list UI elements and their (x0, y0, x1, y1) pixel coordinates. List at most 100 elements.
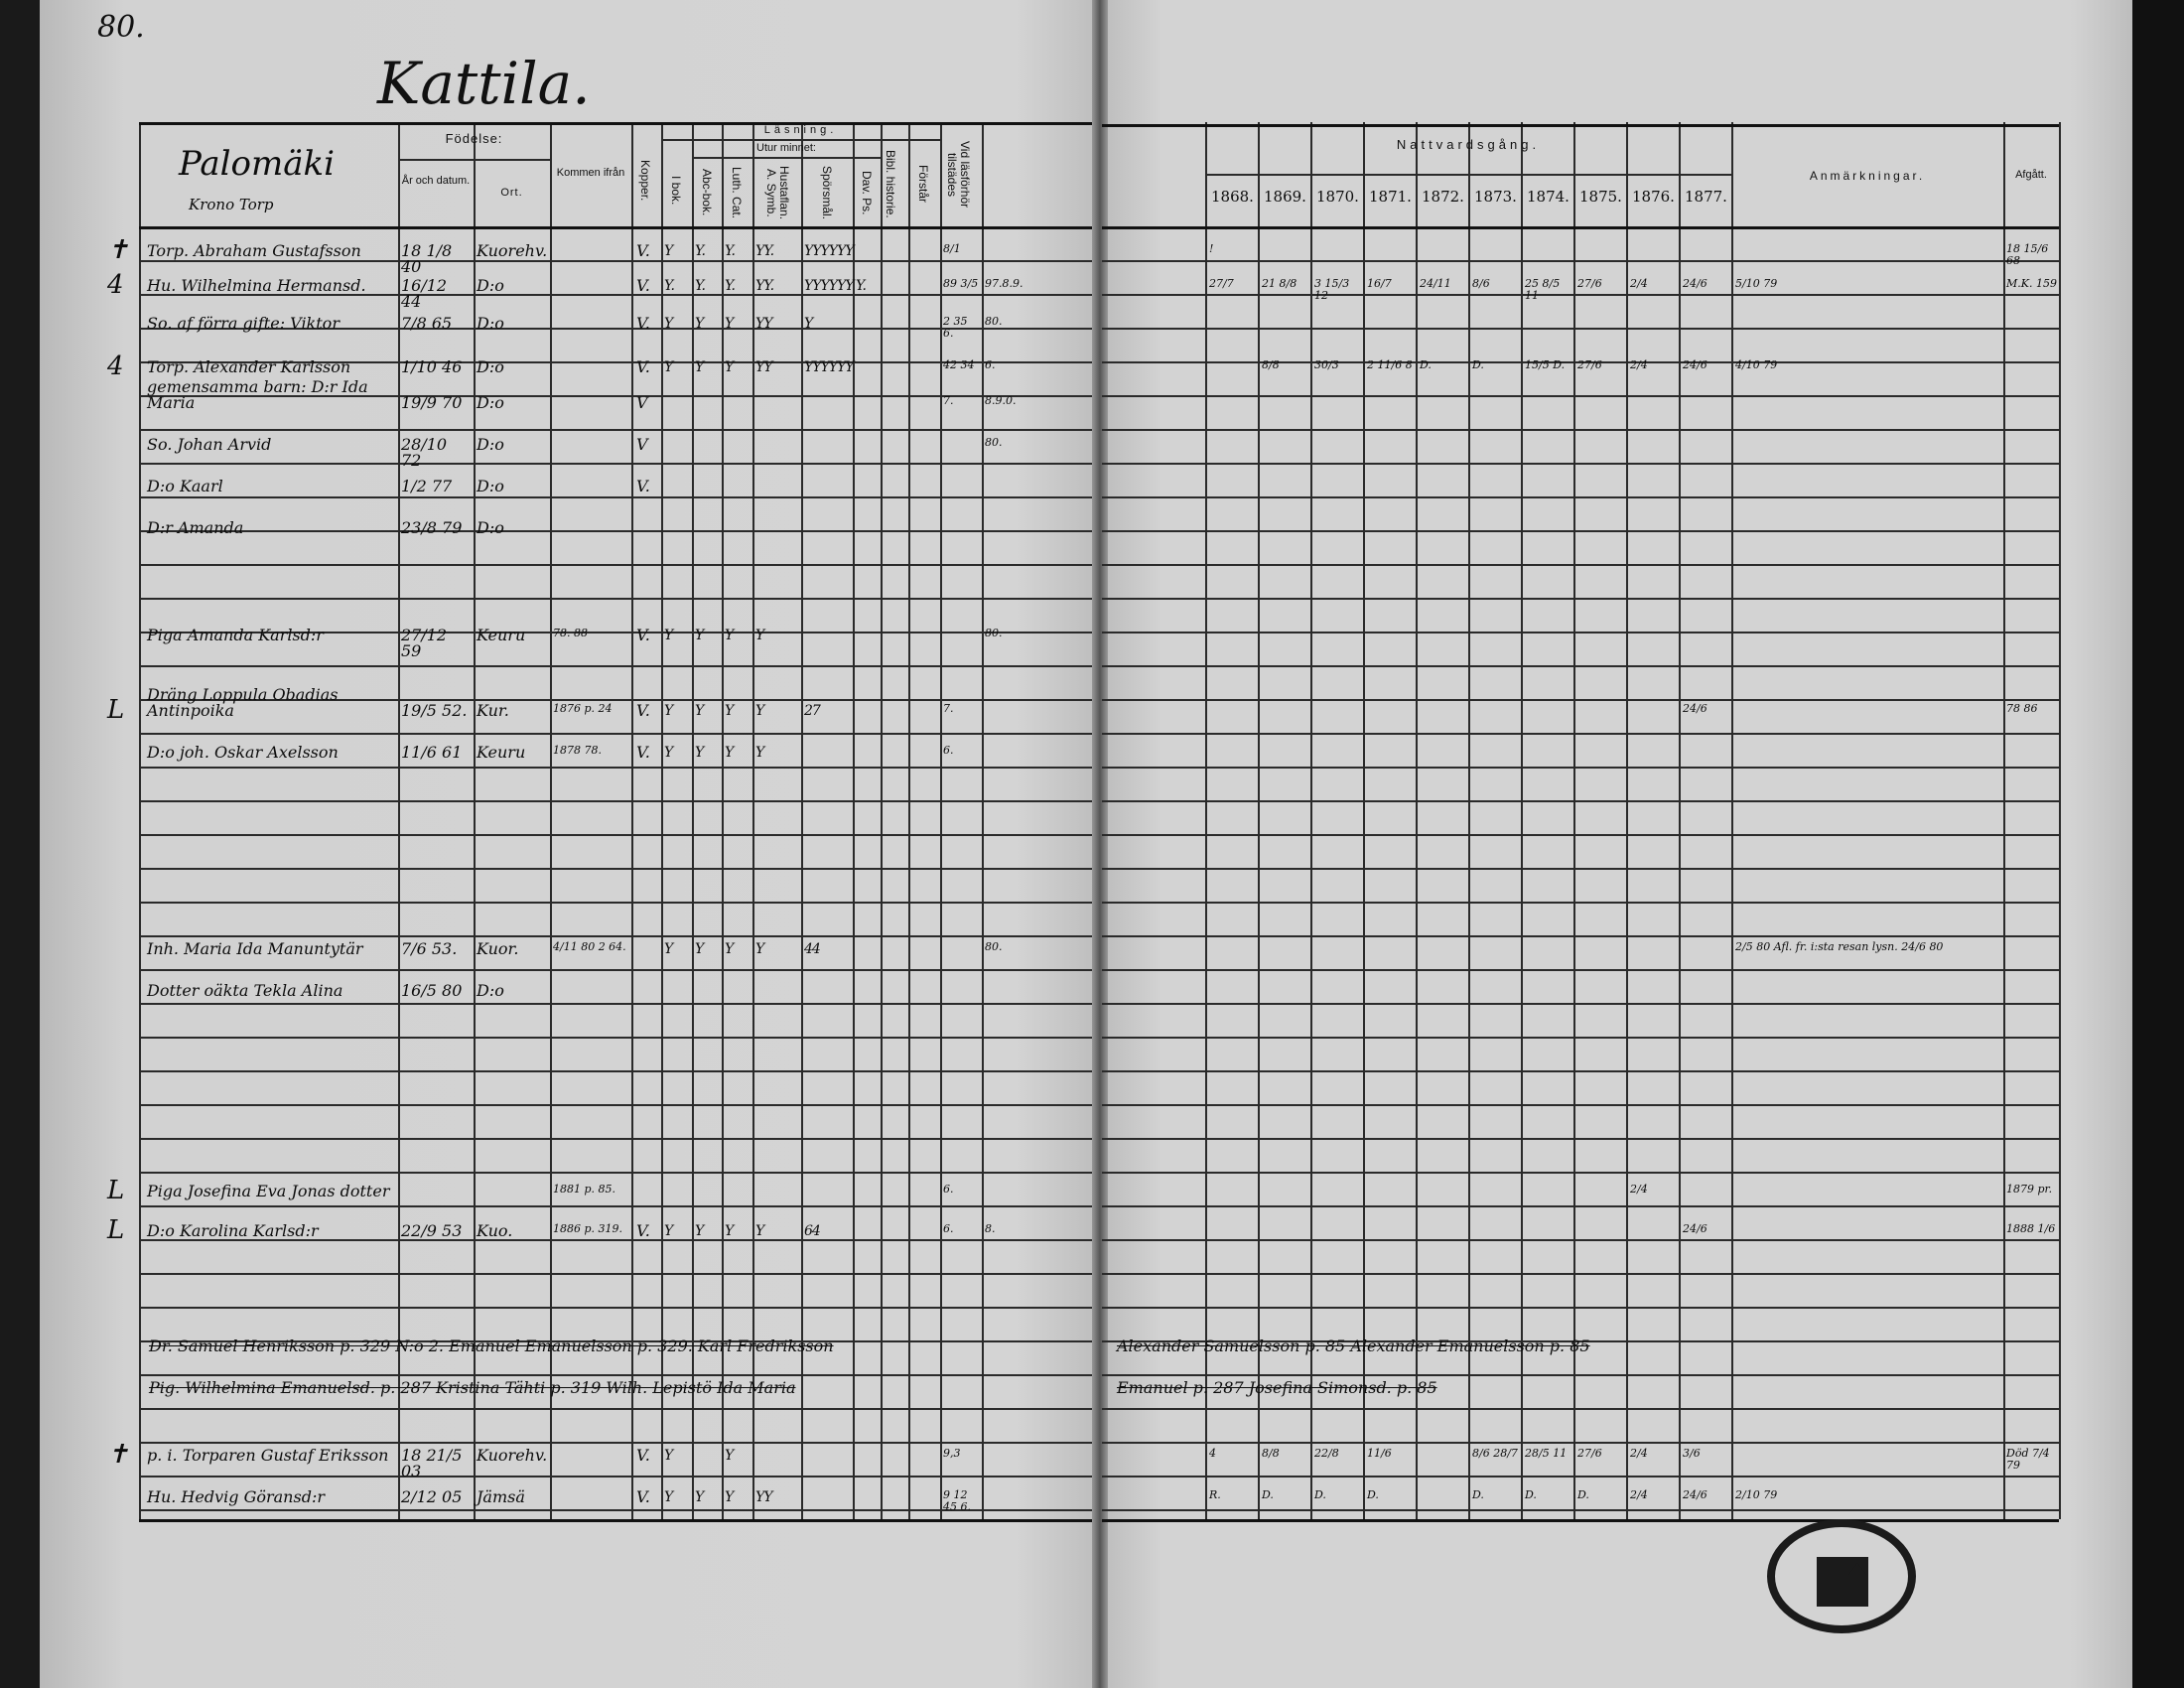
communion-date: 22/8 (1314, 1447, 1339, 1460)
examination-attendance: 7. (943, 702, 954, 715)
column-line (661, 122, 663, 1519)
person-name: Piga Josefina Eva Jonas dotter (147, 1182, 390, 1200)
column-line (1416, 122, 1418, 1519)
communion-date: 28/5 11 (1525, 1447, 1568, 1460)
birth-date: 16/12 44 (401, 276, 448, 311)
row-line (1102, 868, 2059, 870)
reading-mark: Y (695, 1223, 704, 1239)
reading-mark: Y (755, 745, 764, 761)
row-line (139, 496, 1092, 498)
row-line (139, 902, 1092, 904)
birth-place: D:o (477, 518, 504, 537)
examination-note: 8. (985, 1222, 996, 1235)
book-gutter (1092, 0, 1108, 1688)
archive-stamp (1767, 1519, 1916, 1633)
row-line (1102, 1509, 2059, 1511)
row-line (1102, 1307, 2059, 1309)
row-line (139, 1138, 1092, 1140)
column-line (1363, 122, 1365, 1519)
margin-mark: 4 (107, 352, 124, 381)
kopper-mark: V. (636, 241, 650, 260)
communion-date: 24/6 (1683, 702, 1707, 715)
column-line (474, 122, 476, 1519)
reading-mark: Y. (695, 243, 706, 259)
reading-mark: Y (725, 941, 734, 957)
book-edge (2132, 0, 2184, 1688)
cross-mark-icon: ✝ (107, 1440, 129, 1470)
reading-mark: YY. (755, 243, 774, 259)
birth-date: 2/12 05 (401, 1487, 463, 1506)
village-subtitle: Krono Torp (189, 196, 274, 213)
examination-note: 80. (985, 315, 1003, 328)
reading-mark: Y. (725, 243, 736, 259)
header-afgatt: Afgått. (2015, 169, 2047, 181)
reading-mark: Y (804, 316, 813, 332)
header-bottom-border (139, 226, 1092, 229)
communion-date: 2/4 (1630, 277, 1648, 290)
reading-mark: YYYYYY (804, 359, 854, 375)
reading-mark: Y (725, 745, 734, 761)
birth-date: 28/10 72 (401, 435, 448, 470)
communion-date: 27/6 (1577, 277, 1602, 290)
row-line (139, 1172, 1092, 1174)
column-line (139, 122, 141, 1519)
row-line (139, 1408, 1092, 1410)
birth-place: Kuor. (477, 939, 519, 958)
row-line (139, 564, 1092, 566)
came-from: 1881 p. 85. (553, 1183, 616, 1196)
reading-mark: Y (664, 1489, 673, 1505)
row-line (139, 1104, 1092, 1106)
row-line (1102, 699, 2059, 701)
row-line (1102, 395, 2059, 397)
reading-mark: YY (755, 359, 772, 375)
communion-date: 24/6 (1683, 277, 1707, 290)
examination-note: 97.8.9. (985, 277, 1024, 290)
kopper-mark: V (636, 435, 648, 454)
column-line (1573, 122, 1575, 1519)
row-line (1102, 496, 2059, 498)
examination-note: 6. (985, 358, 996, 371)
examination-attendance: 7. (943, 394, 954, 407)
cross-mark-icon: ✝ (107, 235, 129, 265)
reading-mark: Y (725, 703, 734, 719)
left-page (40, 0, 1100, 1688)
reading-mark: Y. (664, 278, 675, 294)
row-line (1102, 1408, 2059, 1410)
person-name: Inh. Maria Ida Manuntytär (147, 939, 363, 958)
margin-mark: L (107, 1176, 125, 1205)
communion-date: 8/6 28/7 (1472, 1447, 1518, 1460)
row-line (139, 665, 1092, 667)
row-line (1102, 361, 2059, 363)
communion-date: 24/6 (1683, 1488, 1707, 1501)
communion-date: 3 15/3 12 (1314, 277, 1350, 302)
communion-date: D. (1472, 358, 1484, 371)
header-i-bok: I bok. (669, 176, 683, 206)
row-line (139, 1476, 1092, 1477)
row-line (1102, 1138, 2059, 1140)
header-forstar: Förstår (916, 164, 930, 203)
remark: 2/10 79 (1735, 1488, 1778, 1501)
birth-place: Kuo. (477, 1221, 513, 1240)
reading-mark: Y (695, 703, 704, 719)
column-line (1731, 122, 1733, 1519)
came-from: 1878 78. (553, 744, 602, 757)
margin-mark: 4 (107, 270, 124, 300)
row-line (139, 632, 1092, 633)
birth-date: 1/2 77 (401, 477, 453, 495)
header-bottom-border (1102, 226, 2059, 229)
subheader-line (661, 139, 940, 141)
communion-date: 30/3 (1314, 358, 1339, 371)
reading-mark: Y (664, 359, 673, 375)
kopper-mark: V. (636, 1221, 650, 1240)
birth-place: Keuru (477, 626, 526, 644)
communion-date: R. (1209, 1488, 1221, 1501)
row-line (1102, 1037, 2059, 1039)
communion-date: 2/4 (1630, 1183, 1648, 1196)
row-line (1102, 800, 2059, 802)
examination-attendance: 2 35 6. (943, 315, 968, 340)
column-line (722, 122, 724, 1519)
birth-place: Keuru (477, 743, 526, 762)
birth-date: 7/8 65 (401, 314, 453, 333)
header-vid-lasforhor: Vid läsförhör tilstädes (945, 141, 972, 209)
row-line (1102, 564, 2059, 566)
